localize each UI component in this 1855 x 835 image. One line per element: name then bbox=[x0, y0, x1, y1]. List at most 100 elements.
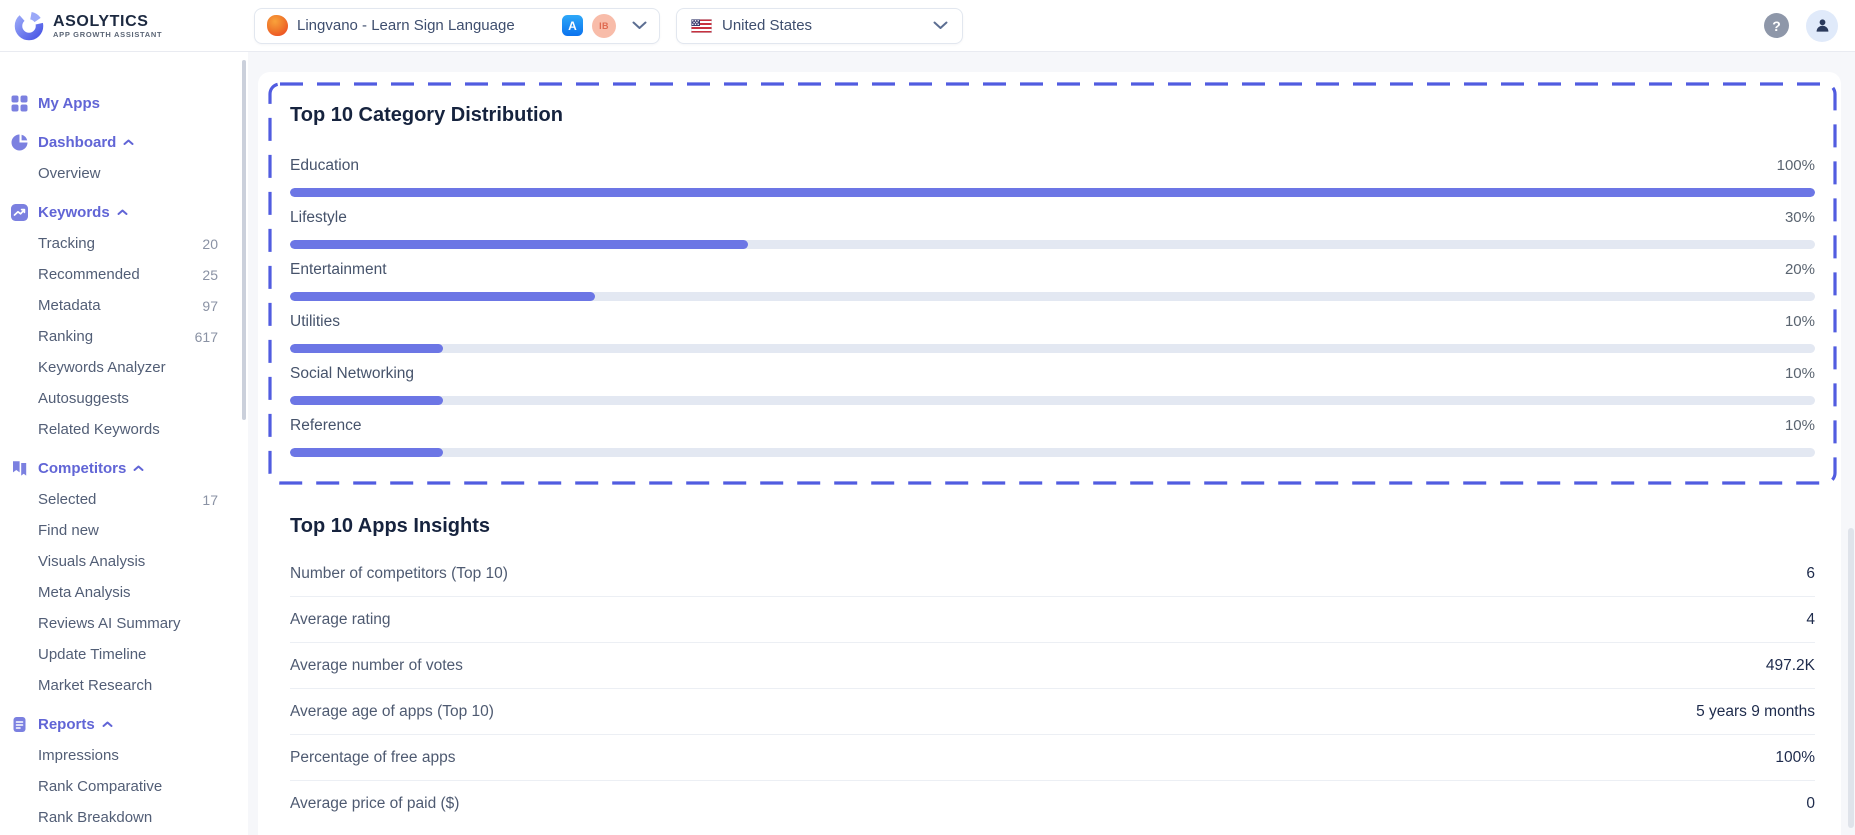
progress-bar-fill bbox=[290, 240, 748, 249]
country-selector[interactable]: United States bbox=[676, 7, 963, 44]
category-distribution-panel: Top 10 Category Distribution Education 1… bbox=[268, 82, 1837, 485]
page-scrollbar[interactable] bbox=[1848, 528, 1854, 828]
person-icon bbox=[1816, 19, 1828, 32]
category-percent: 30% bbox=[1784, 209, 1815, 226]
sidebar-item-keywords[interactable]: Keywords bbox=[0, 197, 248, 228]
progress-bar-fill bbox=[290, 344, 443, 353]
app-selector[interactable]: Lingvano - Learn Sign Language A IB bbox=[254, 7, 660, 44]
sidebar-item-rank-comparative[interactable]: Rank Comparative bbox=[0, 771, 248, 802]
pie-chart-icon bbox=[11, 134, 28, 151]
sidebar-item-update-timeline[interactable]: Update Timeline bbox=[0, 639, 248, 670]
sidebar-item-label: Competitors bbox=[38, 460, 127, 477]
sidebar-item-recommended[interactable]: Recommended 25 bbox=[0, 259, 248, 290]
insight-value: 5 years 9 months bbox=[1696, 702, 1815, 720]
category-percent: 100% bbox=[1776, 157, 1815, 174]
sidebar-item-reports[interactable]: Reports bbox=[0, 709, 248, 740]
category-row: Social Networking 10% bbox=[290, 365, 1815, 405]
chevron-up-icon bbox=[123, 139, 134, 146]
chevron-up-icon bbox=[102, 721, 113, 728]
insight-row: Average rating 4 bbox=[290, 597, 1815, 643]
count-badge: 20 bbox=[202, 235, 218, 252]
sidebar-item-keywords-analyzer[interactable]: Keywords Analyzer bbox=[0, 352, 248, 383]
us-flag-icon bbox=[691, 18, 712, 33]
sidebar-item-label: Meta Analysis bbox=[38, 584, 131, 601]
logo-title: ASOLYTICS bbox=[53, 12, 149, 30]
progress-bar-fill bbox=[290, 188, 1815, 197]
apps-insights-section: Top 10 Apps Insights Number of competito… bbox=[268, 515, 1837, 827]
sidebar-item-impressions[interactable]: Impressions bbox=[0, 740, 248, 771]
category-row: Utilities 10% bbox=[290, 313, 1815, 353]
sidebar-item-dashboard[interactable]: Dashboard bbox=[0, 127, 248, 158]
user-avatar[interactable] bbox=[1806, 9, 1838, 42]
category-label: Lifestyle bbox=[290, 209, 347, 226]
chevron-down-icon bbox=[933, 21, 948, 30]
chevron-down-icon bbox=[632, 21, 647, 30]
sidebar-item-label: Keywords Analyzer bbox=[38, 359, 166, 376]
sidebar-item-market-research[interactable]: Market Research bbox=[0, 670, 248, 701]
chevron-up-icon bbox=[117, 209, 128, 216]
category-row: Education 100% bbox=[290, 157, 1815, 197]
sidebar-item-label: Metadata bbox=[38, 297, 101, 314]
sidebar-item-related-keywords[interactable]: Related Keywords bbox=[0, 414, 248, 445]
panel-title: Top 10 Category Distribution bbox=[290, 104, 563, 126]
count-badge: 17 bbox=[202, 491, 218, 508]
sidebar-item-rank-breakdown[interactable]: Rank Breakdown bbox=[0, 802, 248, 833]
sidebar-item-label: My Apps bbox=[38, 95, 100, 112]
sidebar-item-meta-analysis[interactable]: Meta Analysis bbox=[0, 577, 248, 608]
sidebar-item-autosuggests[interactable]: Autosuggests bbox=[0, 383, 248, 414]
main-content: Top 10 Category Distribution Education 1… bbox=[248, 52, 1855, 835]
insight-value: 6 bbox=[1806, 564, 1815, 582]
sidebar-item-reviews-ai-summary[interactable]: Reviews AI Summary bbox=[0, 608, 248, 639]
sidebar-item-overview[interactable]: Overview bbox=[0, 158, 248, 189]
asolytics-logo[interactable]: ASOLYTICS APP GROWTH ASSISTANT bbox=[14, 11, 202, 41]
insight-row: Average price of paid ($) 0 bbox=[290, 781, 1815, 827]
sidebar-item-label: Autosuggests bbox=[38, 390, 129, 407]
sidebar-item-label: Selected bbox=[38, 491, 97, 508]
insight-value: 497.2K bbox=[1765, 656, 1815, 674]
progress-bar-track bbox=[290, 448, 1815, 457]
trend-icon bbox=[11, 204, 28, 221]
insight-row: Number of competitors (Top 10) 6 bbox=[290, 551, 1815, 597]
sidebar-item-label: Visuals Analysis bbox=[38, 553, 146, 570]
insight-value: 100% bbox=[1775, 748, 1815, 766]
progress-bar-track bbox=[290, 396, 1815, 405]
category-percent: 10% bbox=[1784, 365, 1815, 382]
insights-title: Top 10 Apps Insights bbox=[290, 515, 491, 537]
count-badge: 25 bbox=[202, 266, 218, 283]
sidebar-item-find-new[interactable]: Find new bbox=[0, 515, 248, 546]
sidebar-item-competitors[interactable]: Competitors bbox=[0, 453, 248, 484]
lingvano-app-icon bbox=[267, 15, 288, 36]
insight-label: Average rating bbox=[290, 610, 391, 628]
report-document-icon bbox=[11, 716, 28, 733]
insight-label: Average age of apps (Top 10) bbox=[290, 702, 494, 720]
logo-subtitle: APP GROWTH ASSISTANT bbox=[53, 29, 163, 39]
top-header: ASOLYTICS APP GROWTH ASSISTANT Lingvano … bbox=[0, 0, 1855, 52]
sidebar-item-my-apps[interactable]: My Apps bbox=[0, 88, 248, 119]
sidebar-item-ranking[interactable]: Ranking 617 bbox=[0, 321, 248, 352]
sidebar-item-selected[interactable]: Selected 17 bbox=[0, 484, 248, 515]
dashboard-card: Top 10 Category Distribution Education 1… bbox=[258, 72, 1841, 835]
category-row: Reference 10% bbox=[290, 417, 1815, 457]
insight-label: Number of competitors (Top 10) bbox=[290, 564, 508, 582]
category-label: Utilities bbox=[290, 313, 340, 330]
sidebar-scrollbar[interactable] bbox=[242, 60, 246, 420]
grid-icon bbox=[11, 95, 28, 112]
sidebar-item-label: Keywords bbox=[38, 204, 110, 221]
help-button[interactable]: ? bbox=[1764, 13, 1789, 38]
insight-row: Average number of votes 497.2K bbox=[290, 643, 1815, 689]
category-percent: 10% bbox=[1784, 313, 1815, 330]
insight-label: Average number of votes bbox=[290, 656, 463, 674]
insight-label: Average price of paid ($) bbox=[290, 795, 460, 812]
sidebar-item-visuals-analysis[interactable]: Visuals Analysis bbox=[0, 546, 248, 577]
sidebar-item-metadata[interactable]: Metadata 97 bbox=[0, 290, 248, 321]
insight-row: Percentage of free apps 100% bbox=[290, 735, 1815, 781]
category-row: Entertainment 20% bbox=[290, 261, 1815, 301]
insight-value: 4 bbox=[1806, 610, 1815, 628]
sidebar-item-label: Reports bbox=[38, 716, 95, 733]
sidebar-item-label: Dashboard bbox=[38, 134, 117, 151]
sidebar-item-tracking[interactable]: Tracking 20 bbox=[0, 228, 248, 259]
chevron-up-icon bbox=[133, 465, 144, 472]
category-row: Lifestyle 30% bbox=[290, 209, 1815, 249]
progress-bar-track bbox=[290, 188, 1815, 197]
sidebar-item-label: Update Timeline bbox=[38, 646, 147, 663]
